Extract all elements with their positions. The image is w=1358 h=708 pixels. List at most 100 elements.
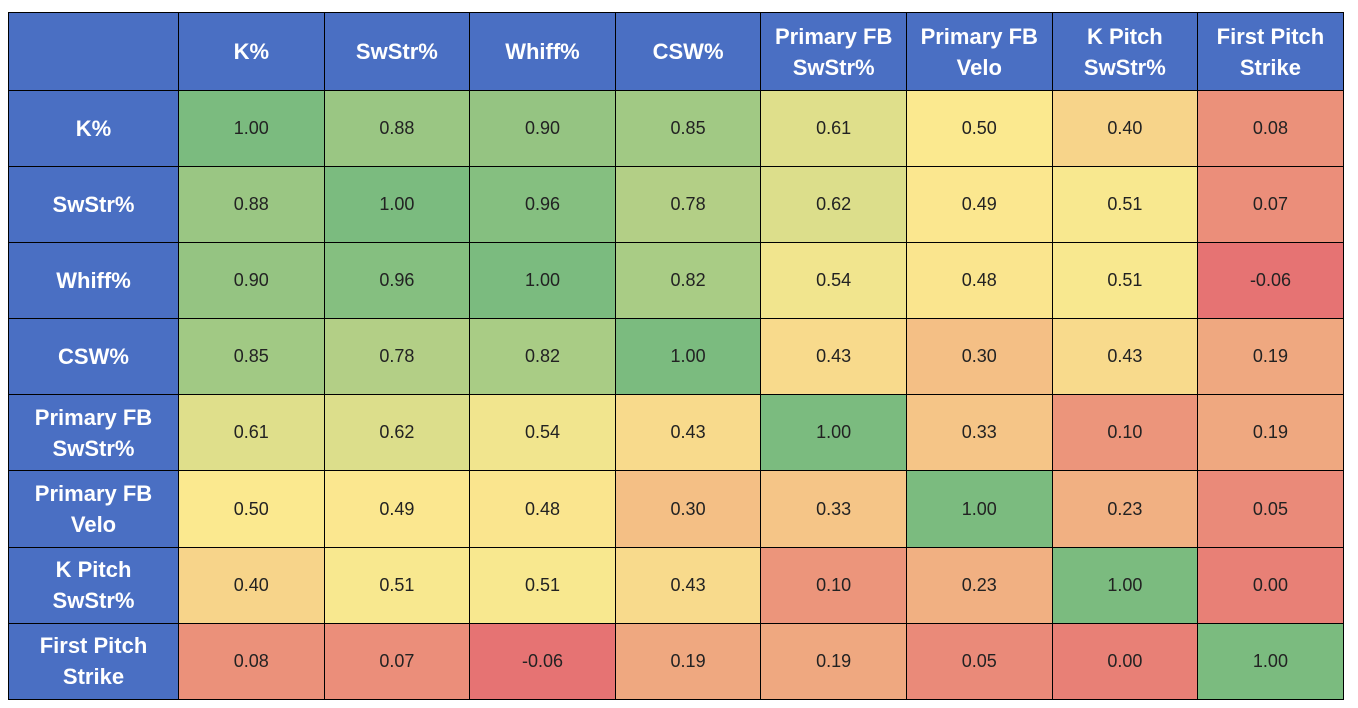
table-row: Whiff% 0.90 0.96 1.00 0.82 0.54 0.48 0.51 -0.06 xyxy=(8,242,1344,320)
corner-cell xyxy=(8,12,179,91)
header-label-line: Velo xyxy=(70,512,117,538)
heatmap-cell: 0.51 xyxy=(1051,166,1199,244)
row-header: First Pitch Strike xyxy=(8,622,179,700)
heatmap-cell: 0.00 xyxy=(1051,622,1199,700)
heatmap-cell: 0.96 xyxy=(469,166,616,244)
correlation-heatmap: K% SwStr% Whiff% CSW% Primary FB SwStr% Primar… xyxy=(8,12,1344,700)
column-header: K Pitch SwStr% xyxy=(1051,12,1199,91)
heatmap-cell: 0.62 xyxy=(323,394,471,472)
header-label-line: Primary FB xyxy=(34,481,153,507)
heatmap-cell: 1.00 xyxy=(760,394,907,472)
header-label-line: First Pitch xyxy=(39,633,148,659)
column-header: Primary FB Velo xyxy=(905,12,1053,91)
header-label-line: Strike xyxy=(1239,54,1302,80)
heatmap-cell: 0.49 xyxy=(905,166,1053,244)
row-header: K% xyxy=(8,89,179,168)
heatmap-cell: 0.19 xyxy=(1197,318,1344,396)
header-label-line: SwStr% xyxy=(52,192,135,218)
heatmap-cell: 0.43 xyxy=(1051,318,1199,396)
header-label-line: Primary FB xyxy=(34,404,153,430)
table-row: K Pitch SwStr% 0.40 0.51 0.51 0.43 0.10 0.23 1.0… xyxy=(8,546,1344,624)
header-label-line: CSW% xyxy=(58,344,129,370)
header-label-line: SwStr% xyxy=(52,588,135,614)
heatmap-cell: 0.00 xyxy=(1197,546,1344,624)
heatmap-cell: -0.06 xyxy=(469,622,616,700)
heatmap-cell: 0.43 xyxy=(614,394,762,472)
header-label-line: Strike xyxy=(62,664,125,690)
heatmap-cell: 0.51 xyxy=(323,546,471,624)
heatmap-cell: 0.08 xyxy=(1197,89,1344,168)
heatmap-cell: 1.00 xyxy=(614,318,762,396)
table-row: Primary FB SwStr% 0.61 0.62 0.54 0.43 1.00 0.33… xyxy=(8,394,1344,472)
header-label-line: Primary FB xyxy=(774,23,893,49)
header-label-line: K Pitch xyxy=(1086,23,1163,49)
heatmap-body: K% 1.00 0.88 0.90 0.85 0.61 0.50 0.40 0.08 SwStr%… xyxy=(8,89,1344,700)
heatmap-cell: 0.50 xyxy=(178,470,325,548)
header-label-line: SwStr% xyxy=(1083,54,1166,80)
heatmap-cell: 0.62 xyxy=(760,166,907,244)
heatmap-cell: 0.10 xyxy=(1051,394,1199,472)
heatmap-cell: 0.49 xyxy=(323,470,471,548)
header-label-line: First Pitch xyxy=(1216,23,1325,49)
heatmap-cell: 0.82 xyxy=(614,242,762,320)
heatmap-cell: 0.07 xyxy=(323,622,471,700)
row-header: CSW% xyxy=(8,318,179,396)
heatmap-cell: 0.48 xyxy=(905,242,1053,320)
row-header: K Pitch SwStr% xyxy=(8,546,179,624)
heatmap-cell: 0.05 xyxy=(905,622,1053,700)
heatmap-cell: 0.61 xyxy=(760,89,907,168)
table-row: SwStr% 0.88 1.00 0.96 0.78 0.62 0.49 0.51 0.07 xyxy=(8,166,1344,244)
heatmap-cell: 0.90 xyxy=(469,89,616,168)
heatmap-cell: 0.40 xyxy=(1051,89,1199,168)
row-header: SwStr% xyxy=(8,166,179,244)
heatmap-cell: 0.54 xyxy=(760,242,907,320)
heatmap-cell: 0.43 xyxy=(760,318,907,396)
heatmap-cell: 0.85 xyxy=(178,318,325,396)
heatmap-cell: 0.10 xyxy=(760,546,907,624)
row-header: Whiff% xyxy=(8,242,179,320)
heatmap-cell: 0.54 xyxy=(469,394,616,472)
heatmap-cell: 0.23 xyxy=(905,546,1053,624)
header-label-line: K Pitch xyxy=(55,557,132,583)
heatmap-cell: 0.85 xyxy=(614,89,762,168)
header-label-line: Velo xyxy=(956,54,1002,80)
heatmap-cell: 0.61 xyxy=(178,394,325,472)
header-label-line: Whiff% xyxy=(56,268,131,294)
header-label-line: Primary FB xyxy=(920,23,1038,49)
column-header: SwStr% xyxy=(323,12,471,91)
heatmap-cell: 0.33 xyxy=(760,470,907,548)
header-label-line: Whiff% xyxy=(505,39,580,64)
table-row: CSW% 0.85 0.78 0.82 1.00 0.43 0.30 0.43 0.19 xyxy=(8,318,1344,396)
header-row: K% SwStr% Whiff% CSW% Primary FB SwStr% Primar… xyxy=(8,12,1344,91)
row-header: Primary FB SwStr% xyxy=(8,394,179,472)
heatmap-cell: 0.05 xyxy=(1197,470,1344,548)
header-label-line: K% xyxy=(233,39,270,64)
heatmap-cell: 1.00 xyxy=(1197,622,1344,700)
heatmap-cell: 1.00 xyxy=(1051,546,1199,624)
heatmap-cell: 0.51 xyxy=(1051,242,1199,320)
table-row: First Pitch Strike 0.08 0.07 -0.06 0.19 0.19 0.… xyxy=(8,622,1344,700)
heatmap-cell: 0.07 xyxy=(1197,166,1344,244)
column-header: CSW% xyxy=(614,12,762,91)
heatmap-cell: 0.40 xyxy=(178,546,325,624)
heatmap-cell: 0.90 xyxy=(178,242,325,320)
heatmap-cell: 0.50 xyxy=(905,89,1053,168)
table-row: Primary FB Velo 0.50 0.49 0.48 0.30 0.33 1.00 0.… xyxy=(8,470,1344,548)
heatmap-cell: 0.82 xyxy=(469,318,616,396)
column-header: Whiff% xyxy=(469,12,616,91)
heatmap-cell: 0.19 xyxy=(760,622,907,700)
heatmap-cell: 0.19 xyxy=(614,622,762,700)
column-header: First Pitch Strike xyxy=(1197,12,1344,91)
column-header: Primary FB SwStr% xyxy=(760,12,907,91)
heatmap-cell: 1.00 xyxy=(178,89,325,168)
heatmap-cell: 0.19 xyxy=(1197,394,1344,472)
header-label-line: K% xyxy=(75,116,112,142)
table-row: K% 1.00 0.88 0.90 0.85 0.61 0.50 0.40 0.08 xyxy=(8,89,1344,168)
heatmap-cell: 0.96 xyxy=(323,242,471,320)
row-header: Primary FB Velo xyxy=(8,470,179,548)
heatmap-cell: 0.30 xyxy=(905,318,1053,396)
header-label-line: CSW% xyxy=(652,39,724,64)
heatmap-cell: 0.30 xyxy=(614,470,762,548)
heatmap-cell: 1.00 xyxy=(905,470,1053,548)
heatmap-cell: 1.00 xyxy=(323,166,471,244)
